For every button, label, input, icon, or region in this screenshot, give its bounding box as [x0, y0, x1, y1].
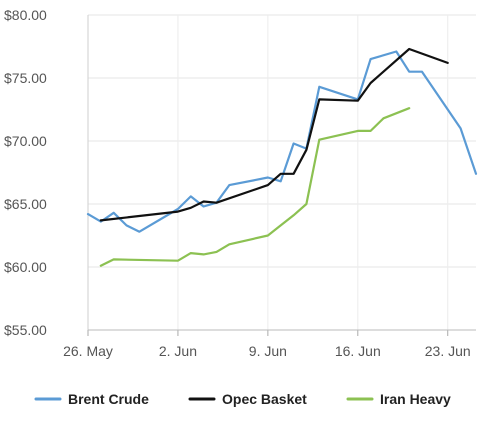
legend-label-opec-basket: Opec Basket [222, 391, 307, 407]
series-line-opec-basket [99, 47, 449, 222]
axes: $80.00 $75.00 $70.00 $65.00 $60.00 $55.00 26. … [4, 7, 476, 359]
series-lines [86, 47, 478, 267]
x-tick-label: 2. Jun [159, 343, 197, 359]
legend: Brent Crude Opec Basket Iran Heavy [34, 391, 451, 407]
legend-label-brent-crude: Brent Crude [68, 391, 149, 407]
grid [87, 14, 476, 331]
series-line-iran-heavy [99, 107, 411, 267]
y-tick-label: $55.00 [4, 322, 47, 338]
y-tick-label: $65.00 [4, 196, 47, 212]
series-line-brent-crude [86, 50, 478, 233]
y-tick-label: $80.00 [4, 7, 47, 23]
y-tick-label: $60.00 [4, 259, 47, 275]
x-tick-label: 16. Jun [335, 343, 381, 359]
y-tick-label: $75.00 [4, 70, 47, 86]
x-tick-label: 23. Jun [425, 343, 471, 359]
legend-label-iran-heavy: Iran Heavy [380, 391, 451, 407]
x-tick-label: 9. Jun [249, 343, 287, 359]
x-tick-label: 26. May [63, 343, 113, 359]
y-tick-label: $70.00 [4, 133, 47, 149]
